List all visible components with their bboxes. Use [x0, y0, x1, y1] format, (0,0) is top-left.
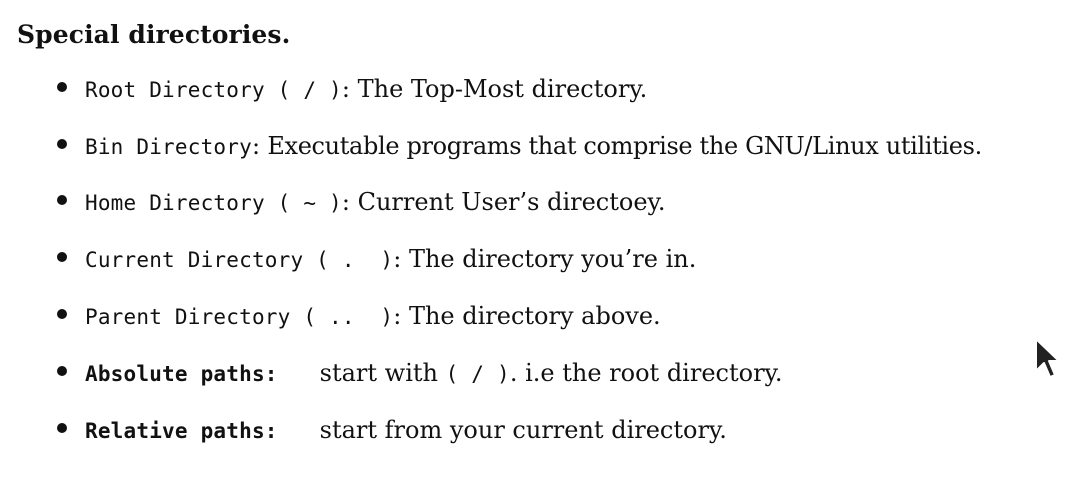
list-item-home-directory: Home Directory ( ~ ) : Current User’s di…	[57, 184, 666, 220]
term-separator: :	[341, 188, 350, 216]
description-parent-directory: The directory above.	[401, 302, 661, 330]
term-separator: :	[393, 302, 402, 330]
list-item-parent-directory: Parent Directory ( .. ) : The directory …	[57, 298, 661, 334]
term-relative-paths: Relative paths:	[85, 419, 278, 443]
bullet-icon	[57, 366, 67, 376]
mouse-pointer-icon	[1035, 338, 1060, 378]
term-separator: :	[393, 245, 402, 273]
term-current-directory: Current Directory ( . )	[85, 248, 394, 272]
term-separator: :	[251, 132, 261, 160]
description-current-directory: The directory you’re in.	[401, 245, 697, 273]
term-home-directory: Home Directory ( ~ )	[85, 191, 342, 215]
list-item-relative-paths: Relative paths: start from your current …	[57, 412, 727, 448]
description-absolute-paths-suffix: . i.e the root directory.	[509, 359, 783, 387]
description-home-directory: Current User’s directoey.	[349, 188, 666, 216]
description-absolute-paths-prefix: start with	[319, 359, 446, 387]
term-bin-directory: Bin Directory	[85, 135, 252, 159]
bullet-icon	[57, 195, 67, 205]
term-separator: :	[341, 75, 350, 103]
list-item-absolute-paths: Absolute paths: start with ( / ) . i.e t…	[57, 355, 783, 391]
term-absolute-paths: Absolute paths:	[85, 362, 278, 386]
bullet-icon	[57, 309, 67, 319]
bullet-icon	[57, 423, 67, 433]
description-bin-directory: Executable programs that comprise the GN…	[260, 132, 982, 160]
term-root-directory: Root Directory ( / )	[85, 78, 342, 102]
description-absolute-paths-code: ( / )	[445, 362, 510, 386]
description-root-directory: The Top-Most directory.	[349, 75, 648, 103]
list-item-bin-directory: Bin Directory : Executable programs that…	[57, 128, 982, 164]
list-item-root-directory: Root Directory ( / ) : The Top-Most dire…	[57, 71, 647, 107]
list-item-current-directory: Current Directory ( . ) : The directory …	[57, 241, 696, 277]
bullet-icon	[57, 252, 67, 262]
bullet-icon	[57, 82, 67, 92]
bullet-icon	[57, 139, 67, 149]
description-relative-paths: start from your current directory.	[319, 416, 727, 444]
section-heading: Special directories.	[17, 20, 291, 49]
term-parent-directory: Parent Directory ( .. )	[85, 305, 394, 329]
